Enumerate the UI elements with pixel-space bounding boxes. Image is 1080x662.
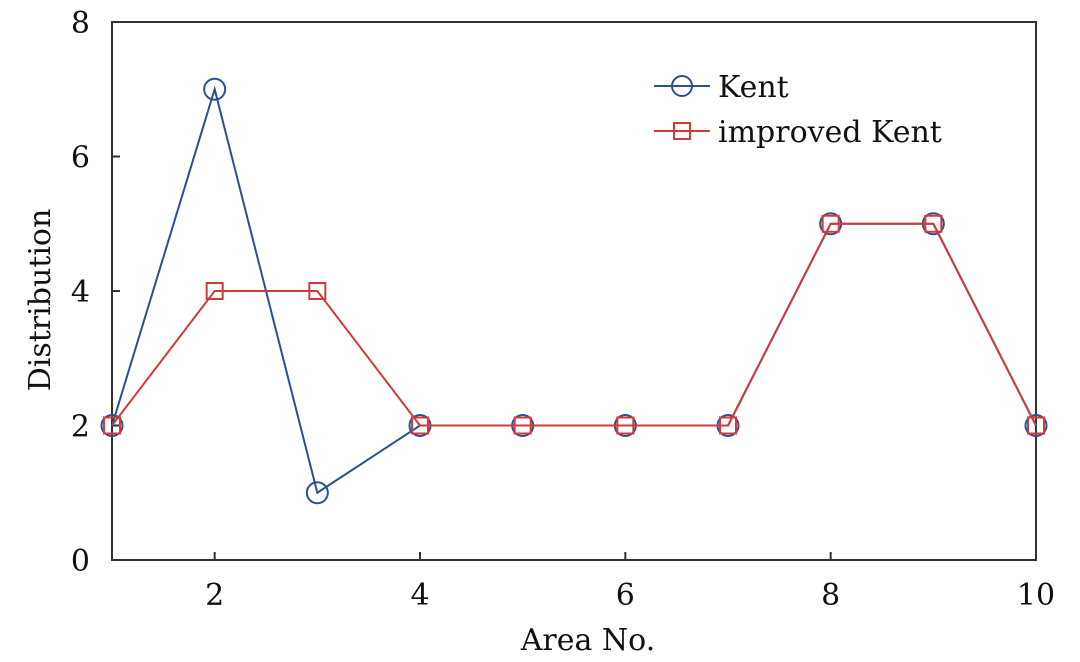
point-improved-kent-10 bbox=[1027, 416, 1045, 435]
x-tick-label-8: 8 bbox=[821, 578, 840, 613]
point-improved-kent-1 bbox=[103, 416, 121, 435]
x-tick-label-6: 6 bbox=[616, 578, 635, 613]
point-improved-kent-5 bbox=[513, 416, 532, 435]
legend: Kent improved Kent bbox=[654, 70, 942, 150]
series-line-improved-kent bbox=[111, 222, 1037, 427]
y-tick-label-8: 8 bbox=[71, 6, 90, 41]
plot-area: 2 4 6 8 10 0 2 4 6 8 bbox=[71, 6, 1055, 613]
y-tick-label-2: 2 bbox=[71, 410, 90, 445]
x-tick-label-2: 2 bbox=[205, 578, 224, 613]
point-improved-kent-2 bbox=[205, 282, 224, 300]
x-tick-label-10: 10 bbox=[1017, 578, 1055, 613]
x-tick-label-4: 4 bbox=[410, 578, 429, 613]
y-axis-title: Distribution bbox=[23, 209, 58, 392]
legend-label-kent: Kent bbox=[718, 70, 789, 105]
point-improved-kent-4 bbox=[411, 416, 429, 435]
legend-item-kent: Kent bbox=[654, 70, 789, 105]
point-improved-kent-6 bbox=[616, 416, 635, 435]
legend-item-improved-kent: improved Kent bbox=[654, 115, 942, 150]
point-improved-kent-7 bbox=[719, 416, 737, 435]
point-kent-2 bbox=[203, 77, 227, 101]
point-kent-1 bbox=[100, 414, 124, 437]
legend-label-improved-kent: improved Kent bbox=[718, 115, 942, 150]
point-improved-kent-9 bbox=[924, 214, 943, 233]
y-tick-label-4: 4 bbox=[71, 275, 90, 310]
legend-marker-improved-kent bbox=[673, 122, 691, 140]
y-tick-label-0: 0 bbox=[71, 544, 90, 579]
legend-marker-kent bbox=[671, 75, 693, 97]
point-kent-10 bbox=[1024, 414, 1048, 437]
y-tick-label-6: 6 bbox=[71, 141, 90, 176]
point-kent-3 bbox=[305, 481, 329, 505]
point-improved-kent-3 bbox=[308, 282, 327, 300]
x-axis-title: Area No. bbox=[520, 623, 656, 658]
point-improved-kent-8 bbox=[821, 214, 840, 233]
